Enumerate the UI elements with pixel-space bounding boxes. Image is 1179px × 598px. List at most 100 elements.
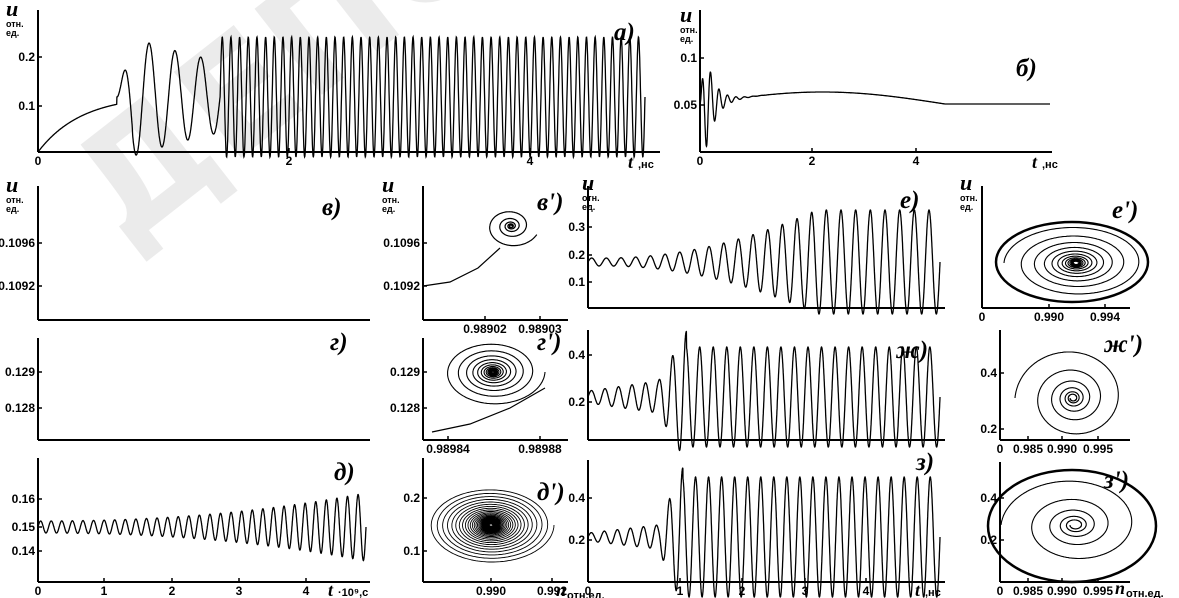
g_prime-xtick-label: 0.98988	[518, 442, 562, 456]
d-ytick-label: 0.15	[12, 520, 36, 534]
a-u-label: u	[6, 0, 18, 21]
e-series-line	[587, 209, 941, 315]
b-t-label: t	[1032, 152, 1038, 172]
v_prime-u-sub2: ед.	[382, 204, 395, 214]
b-ytick-label: 0.05	[674, 98, 698, 112]
z-t-unit: ,нс	[925, 587, 941, 598]
g-ytick-label: 0.129	[5, 365, 35, 379]
g_prime-panel-label: г')	[537, 329, 562, 356]
d-ytick-label: 0.16	[12, 492, 36, 506]
zh-panel-label: ж)	[895, 337, 928, 364]
z_prime-n-unit: отн.ед.	[1126, 588, 1164, 598]
d-t-unit: ·10⁹,с	[338, 587, 368, 598]
d-ytick-label: 0.14	[12, 544, 36, 558]
a-xtick-label: 4	[527, 154, 534, 168]
d_prime-panel-label: д')	[537, 479, 565, 506]
d-xtick-label: 3	[236, 584, 243, 598]
v_prime-ytick-label: 0.1096	[383, 236, 420, 250]
v_prime-u-label: u	[382, 172, 394, 197]
d-xtick-label: 1	[101, 584, 108, 598]
z-xtick-label: 0	[585, 584, 592, 598]
a-t-unit: ,нс	[638, 159, 654, 171]
v-u-sub1: отн.	[6, 195, 24, 205]
g-ytick-label: 0.128	[5, 401, 35, 415]
b-panel-label: б)	[1016, 55, 1037, 82]
v_prime-panel-label: в')	[537, 189, 563, 216]
zh-ytick-label: 0.2	[568, 395, 585, 409]
d_prime-n-label: n	[556, 580, 566, 598]
zh_prime-ytick-label: 0.4	[980, 366, 997, 380]
e-ytick-label: 0.1	[568, 275, 585, 289]
a-xtick-label: 0	[35, 154, 42, 168]
d_prime-n-unit: отн.ед.	[567, 590, 605, 598]
z_prime-xtick-label: 0.990	[1047, 584, 1077, 598]
b-xtick-label: 0	[697, 154, 704, 168]
v-u-label: u	[6, 172, 18, 197]
z_prime-xtick-label: 0	[997, 584, 1004, 598]
e_prime-u-sub1: отн.	[960, 193, 978, 203]
e-ytick-label: 0.2	[568, 248, 585, 262]
d-series-line	[37, 493, 367, 562]
g_prime-ytick-label: 0.129	[390, 365, 420, 379]
e-ytick-label: 0.3	[568, 220, 585, 234]
v-u-sub2: ед.	[6, 204, 19, 214]
zh_prime-xtick-label: 0	[997, 442, 1004, 456]
e_prime-panel-label: е')	[1112, 197, 1138, 224]
zh_prime-xtick-label: 0.985	[1013, 442, 1043, 456]
z-panel-label: з)	[915, 449, 934, 476]
b-ytick-label: 0.1	[680, 51, 697, 65]
g_prime-ytick-label: 0.128	[390, 401, 420, 415]
zh_prime-xtick-label: 0.990	[1047, 442, 1077, 456]
d-xtick-label: 2	[169, 584, 176, 598]
z_prime-xtick-label: 0.985	[1013, 584, 1043, 598]
e_prime-limit-cycle	[994, 220, 1150, 304]
d_prime-ytick-label: 0.1	[403, 544, 420, 558]
zh_prime-panel-label: ж')	[1103, 331, 1143, 358]
a-t-label: t	[628, 152, 634, 172]
zh-ytick-label: 0.4	[568, 348, 585, 362]
a-ytick-label: 0.2	[18, 50, 35, 64]
e_prime-u-label: u	[960, 170, 972, 195]
e_prime-phase-curve	[1003, 226, 1140, 295]
e_prime-u-sub2: ед.	[960, 202, 973, 212]
d_prime-xtick-label: 0.992	[537, 584, 567, 598]
e-u-sub2: ед.	[582, 202, 595, 212]
b-u-label: u	[680, 2, 692, 27]
v_prime-xtick-label: 0.98903	[518, 322, 562, 336]
d-xtick-label: 4	[303, 584, 310, 598]
z-series-line	[587, 467, 941, 598]
z_prime-ytick-label: 0.4	[980, 491, 997, 505]
a-xtick-label: 2	[286, 154, 293, 168]
b-xtick-label: 2	[809, 154, 816, 168]
e_prime-xtick-label: 0.990	[1034, 310, 1064, 324]
v-ytick-label: 0.1096	[0, 236, 35, 250]
z-ytick-label: 0.2	[568, 533, 585, 547]
z_prime-panel-label: з')	[1103, 467, 1129, 494]
b-u-sub2: ед.	[680, 34, 693, 44]
v_prime-u-sub1: отн.	[382, 195, 400, 205]
v_prime-xtick-label: 0.98902	[463, 322, 507, 336]
v-ytick-label: 0.1092	[0, 279, 35, 293]
d-t-label: t	[328, 580, 334, 598]
z-xtick-label: 4	[863, 584, 870, 598]
d_prime-phase-curve	[430, 489, 555, 563]
zh_prime-xtick-label: 0.995	[1083, 442, 1113, 456]
v_prime-phase-curve	[489, 211, 538, 247]
a-ytick-label: 0.1	[18, 99, 35, 113]
b-u-sub1: отн.	[680, 25, 698, 35]
d-xtick-label: 0	[35, 584, 42, 598]
e-u-label: u	[582, 170, 594, 195]
z_prime-limit-cycle	[986, 468, 1158, 584]
b-xtick-label: 4	[913, 154, 920, 168]
a-series-line	[37, 34, 646, 160]
zh_prime-phase-curve	[1014, 351, 1119, 435]
z-ytick-label: 0.4	[568, 491, 585, 505]
d_prime-xtick-label: 0.990	[476, 584, 506, 598]
g_prime-phase-tail	[431, 387, 546, 433]
g-panel-label: г)	[330, 329, 348, 356]
e_prime-xtick-label: 0	[979, 310, 986, 324]
a-u-sub2: ед.	[6, 28, 19, 38]
zh_prime-ytick-label: 0.2	[980, 422, 997, 436]
e-panel-label: е)	[900, 187, 919, 214]
